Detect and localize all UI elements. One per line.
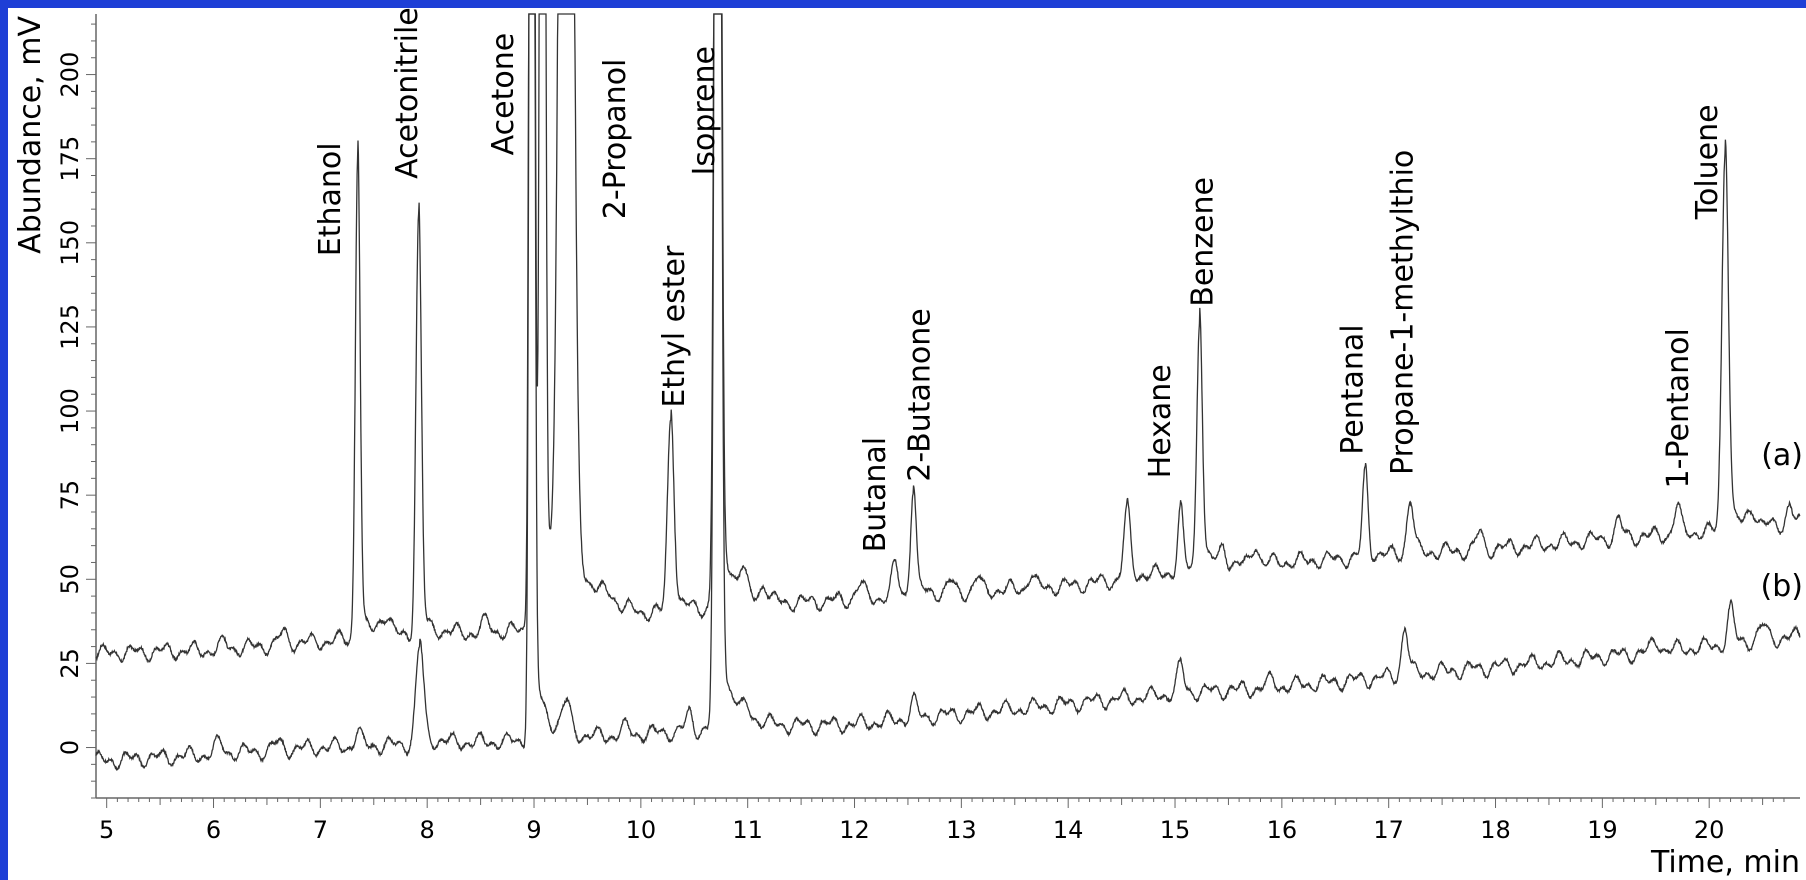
chart-frame: 5 6 7 8 9 10 11 12 13 14 15 16 17 18 19 20 0 25 50 75 100 125…: [8, 8, 1806, 880]
peak-label: 2-Butanone: [903, 308, 938, 481]
x-tick-label: 13: [946, 816, 977, 844]
axes-group: 5 6 7 8 9 10 11 12 13 14 15 16 17 18 19 200255075100125…: [13, 14, 1800, 880]
y-tick-label: 0: [56, 740, 84, 755]
x-tick-label: 17: [1373, 816, 1404, 844]
y-tick-label: 100: [56, 388, 84, 434]
traces-group: [95, 13, 1801, 771]
y-tick-label: 175: [56, 136, 84, 182]
x-axis-title: Time, min: [1650, 845, 1800, 880]
x-tick-label: 6: [206, 816, 221, 844]
x-tick-label: 10: [626, 816, 657, 844]
x-tick-label: 12: [839, 816, 870, 844]
peak-label: Pentanal: [1335, 324, 1370, 454]
x-tick-label: 15: [1160, 816, 1191, 844]
trace-b: [95, 13, 1801, 771]
y-tick-label: 200: [56, 52, 84, 98]
x-tick-label: 18: [1480, 816, 1511, 844]
peak-label: 2-Propanol: [598, 59, 633, 220]
peak-label: 1-Pentanol: [1661, 328, 1696, 488]
peak-label: Hexane: [1143, 364, 1178, 478]
peak-label: Ethyl ester: [657, 245, 692, 408]
peak-label: Benzene: [1186, 177, 1221, 307]
x-tick-label: 5: [99, 816, 114, 844]
y-tick-label: 125: [56, 304, 84, 350]
y-tick-label: 50: [56, 564, 84, 595]
x-tick-label: 20: [1694, 816, 1725, 844]
y-axis-title: Abundance, mV: [13, 16, 48, 254]
chromatogram-chart: 5 6 7 8 9 10 11 12 13 14 15 16 17 18 19 200255075100125…: [13, 8, 1803, 880]
x-tick-label: 14: [1053, 816, 1084, 844]
peak-label: Isoprene: [687, 46, 722, 175]
series-label: (a): [1761, 438, 1803, 473]
peak-label: Ethanol: [313, 142, 348, 256]
series-label: (b): [1761, 569, 1803, 604]
peak-label: Toluene: [1690, 104, 1725, 220]
x-tick-label: 9: [526, 816, 541, 844]
x-tick-label: 16: [1267, 816, 1298, 844]
y-tick-label: 25: [56, 648, 84, 679]
peak-label: Acetone: [486, 33, 521, 156]
y-tick-label: 75: [56, 480, 84, 511]
labels-group: (a) (b) Ethanol Acetonitrile Acetone 2-Propan…: [313, 8, 1803, 604]
trace-a: [95, 13, 1801, 664]
x-tick-label: 11: [732, 816, 763, 844]
x-tick-label: 7: [313, 816, 328, 844]
peak-label: Propane-1-methylthio: [1386, 150, 1421, 475]
peak-label: Acetonitrile: [390, 8, 425, 179]
x-tick-label: 8: [420, 816, 435, 844]
y-tick-label: 150: [56, 220, 84, 266]
peak-label: Butanal: [858, 437, 893, 552]
x-tick-label: 19: [1587, 816, 1618, 844]
